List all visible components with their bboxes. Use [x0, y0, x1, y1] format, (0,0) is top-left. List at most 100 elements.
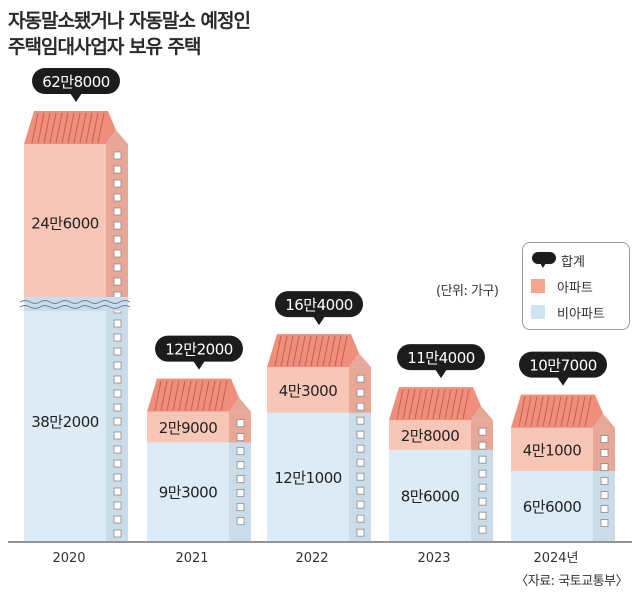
category-label: 2022: [295, 551, 328, 566]
bar-apartment: [147, 411, 229, 443]
window: [113, 249, 122, 258]
total-label: 16만4000: [285, 296, 353, 314]
window: [356, 472, 365, 481]
legend-item-total: 합계: [531, 251, 585, 270]
window: [113, 403, 122, 412]
roof-tile-line: [160, 380, 168, 411]
window: [113, 207, 122, 216]
window: [478, 427, 487, 436]
chart-title-line1: 자동말소됐거나 자동말소 예정인: [8, 10, 251, 32]
category-label: 2021: [175, 551, 208, 566]
roof-tile-line: [304, 336, 312, 367]
window: [113, 515, 122, 524]
window: [356, 374, 365, 383]
window: [113, 501, 122, 510]
legend-label-apartment: 아파트: [557, 280, 593, 296]
bar-non-apartment: [389, 449, 471, 541]
source-note: 〈자료: 국토교통부〉: [515, 574, 628, 589]
roof-tile-line: [322, 336, 330, 367]
window: [356, 514, 365, 523]
total-callout-pointer: [435, 369, 447, 379]
bar-apartment: [24, 144, 106, 301]
category-label: 2020: [52, 551, 85, 566]
roof-tile-line: [154, 380, 162, 411]
bar-non-apartment: [267, 412, 349, 541]
roof-tile-line: [438, 389, 446, 420]
roof-tile-line: [208, 380, 216, 411]
window: [236, 503, 245, 512]
roof-tile-line: [178, 380, 186, 411]
window: [113, 333, 122, 342]
label-apartment: 2만8000: [401, 427, 460, 445]
label-non-apartment: 9만3000: [159, 484, 218, 502]
window: [236, 419, 245, 428]
bar-apartment: [267, 367, 349, 413]
total-callout-pointer: [70, 93, 82, 102]
window: [478, 483, 487, 492]
legend-item-apartment: 아파트: [531, 277, 593, 296]
category-label: 2023: [417, 551, 450, 566]
window: [478, 455, 487, 464]
window: [113, 277, 122, 286]
total-callout: [397, 344, 485, 371]
window: [356, 402, 365, 411]
legend-label-total: 합계: [561, 254, 585, 270]
label-apartment: 2만9000: [159, 419, 218, 437]
total-callout: [155, 335, 243, 362]
window: [113, 375, 122, 384]
roof-tile-line: [202, 380, 210, 411]
window: [113, 445, 122, 454]
unit-label: (단위: 가구): [436, 284, 499, 299]
window: [356, 486, 365, 495]
total-callout-pointer: [313, 316, 325, 326]
roof-tile-line: [572, 396, 580, 427]
bar-apartment: [511, 427, 593, 472]
window: [113, 179, 122, 188]
window: [356, 528, 365, 537]
window: [600, 435, 609, 443]
bar-non-apartment: [24, 301, 106, 541]
roof-tile-line: [584, 396, 592, 427]
roof-tile-line: [456, 389, 464, 420]
window: [113, 431, 122, 440]
total-callout: [32, 68, 120, 94]
roof-tile-line: [190, 380, 198, 411]
roof-tile-line: [196, 380, 204, 411]
label-apartment: 4만3000: [279, 382, 338, 400]
roof-tile-line: [220, 380, 228, 411]
window: [236, 447, 245, 456]
total-label: 11만4000: [407, 349, 475, 367]
window: [113, 263, 122, 272]
roof-tile-line: [172, 380, 180, 411]
window: [113, 361, 122, 370]
total-callout: [519, 351, 607, 378]
window: [113, 389, 122, 398]
roof-tile-line: [274, 336, 282, 367]
roof-tile-line: [91, 112, 99, 144]
chart-title-line2: 주택임대사업자 보유 주택: [8, 36, 202, 58]
roof-tile-line: [402, 389, 410, 420]
roof-tile-line: [560, 396, 568, 427]
roof-tile-line: [518, 396, 526, 427]
roof-tile-line: [214, 380, 222, 411]
window: [356, 430, 365, 439]
roof-gable: [349, 353, 371, 368]
roof-tile-line: [554, 396, 562, 427]
roof-tile-line: [73, 112, 81, 144]
label-apartment: 4만1000: [523, 441, 582, 459]
window: [356, 416, 365, 425]
window: [600, 491, 609, 499]
bar-apartment: [389, 420, 471, 450]
axis-break-line: [19, 305, 131, 309]
roof-tile-line: [450, 389, 458, 420]
roof-tile-line: [31, 112, 39, 144]
roof-tile-line: [578, 396, 586, 427]
total-callout-pointer: [557, 376, 569, 386]
roof-tile-line: [414, 389, 422, 420]
window: [236, 475, 245, 484]
window: [113, 487, 122, 496]
window: [356, 458, 365, 467]
roof-tile-line: [408, 389, 416, 420]
roof-tile-line: [166, 380, 174, 411]
